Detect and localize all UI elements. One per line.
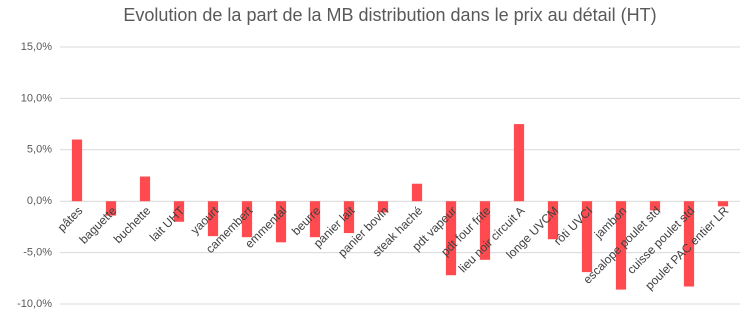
x-tick-label: lait UHT xyxy=(147,203,188,244)
x-tick-label: buchette xyxy=(111,203,154,246)
y-tick-label: 15,0% xyxy=(21,41,52,53)
x-tick-label: baguette xyxy=(76,203,119,246)
y-tick-label: 10,0% xyxy=(21,92,52,104)
y-tick-label: -10,0% xyxy=(17,298,52,310)
bar xyxy=(139,176,151,202)
bar xyxy=(581,201,593,273)
bar xyxy=(377,201,389,213)
y-tick-label: 0,0% xyxy=(27,195,52,207)
y-tick-label: 5,0% xyxy=(27,144,52,156)
x-tick-label: pâtes xyxy=(55,204,86,235)
bar xyxy=(683,201,695,287)
bar xyxy=(241,201,253,238)
bar xyxy=(309,201,321,238)
bar xyxy=(173,201,185,222)
bar xyxy=(411,183,423,202)
bar xyxy=(343,201,355,234)
bar xyxy=(207,201,219,237)
bar xyxy=(547,201,559,240)
bar xyxy=(479,201,491,260)
bar xyxy=(615,201,627,290)
bar xyxy=(717,201,729,207)
y-tick-label: -5,0% xyxy=(23,247,52,259)
bar xyxy=(105,201,117,216)
chart-title: Evolution de la part de la MB distributi… xyxy=(123,5,656,25)
bar xyxy=(71,139,83,202)
bar xyxy=(445,201,457,276)
bar xyxy=(275,201,287,243)
bar xyxy=(649,201,661,211)
bar xyxy=(513,124,525,202)
